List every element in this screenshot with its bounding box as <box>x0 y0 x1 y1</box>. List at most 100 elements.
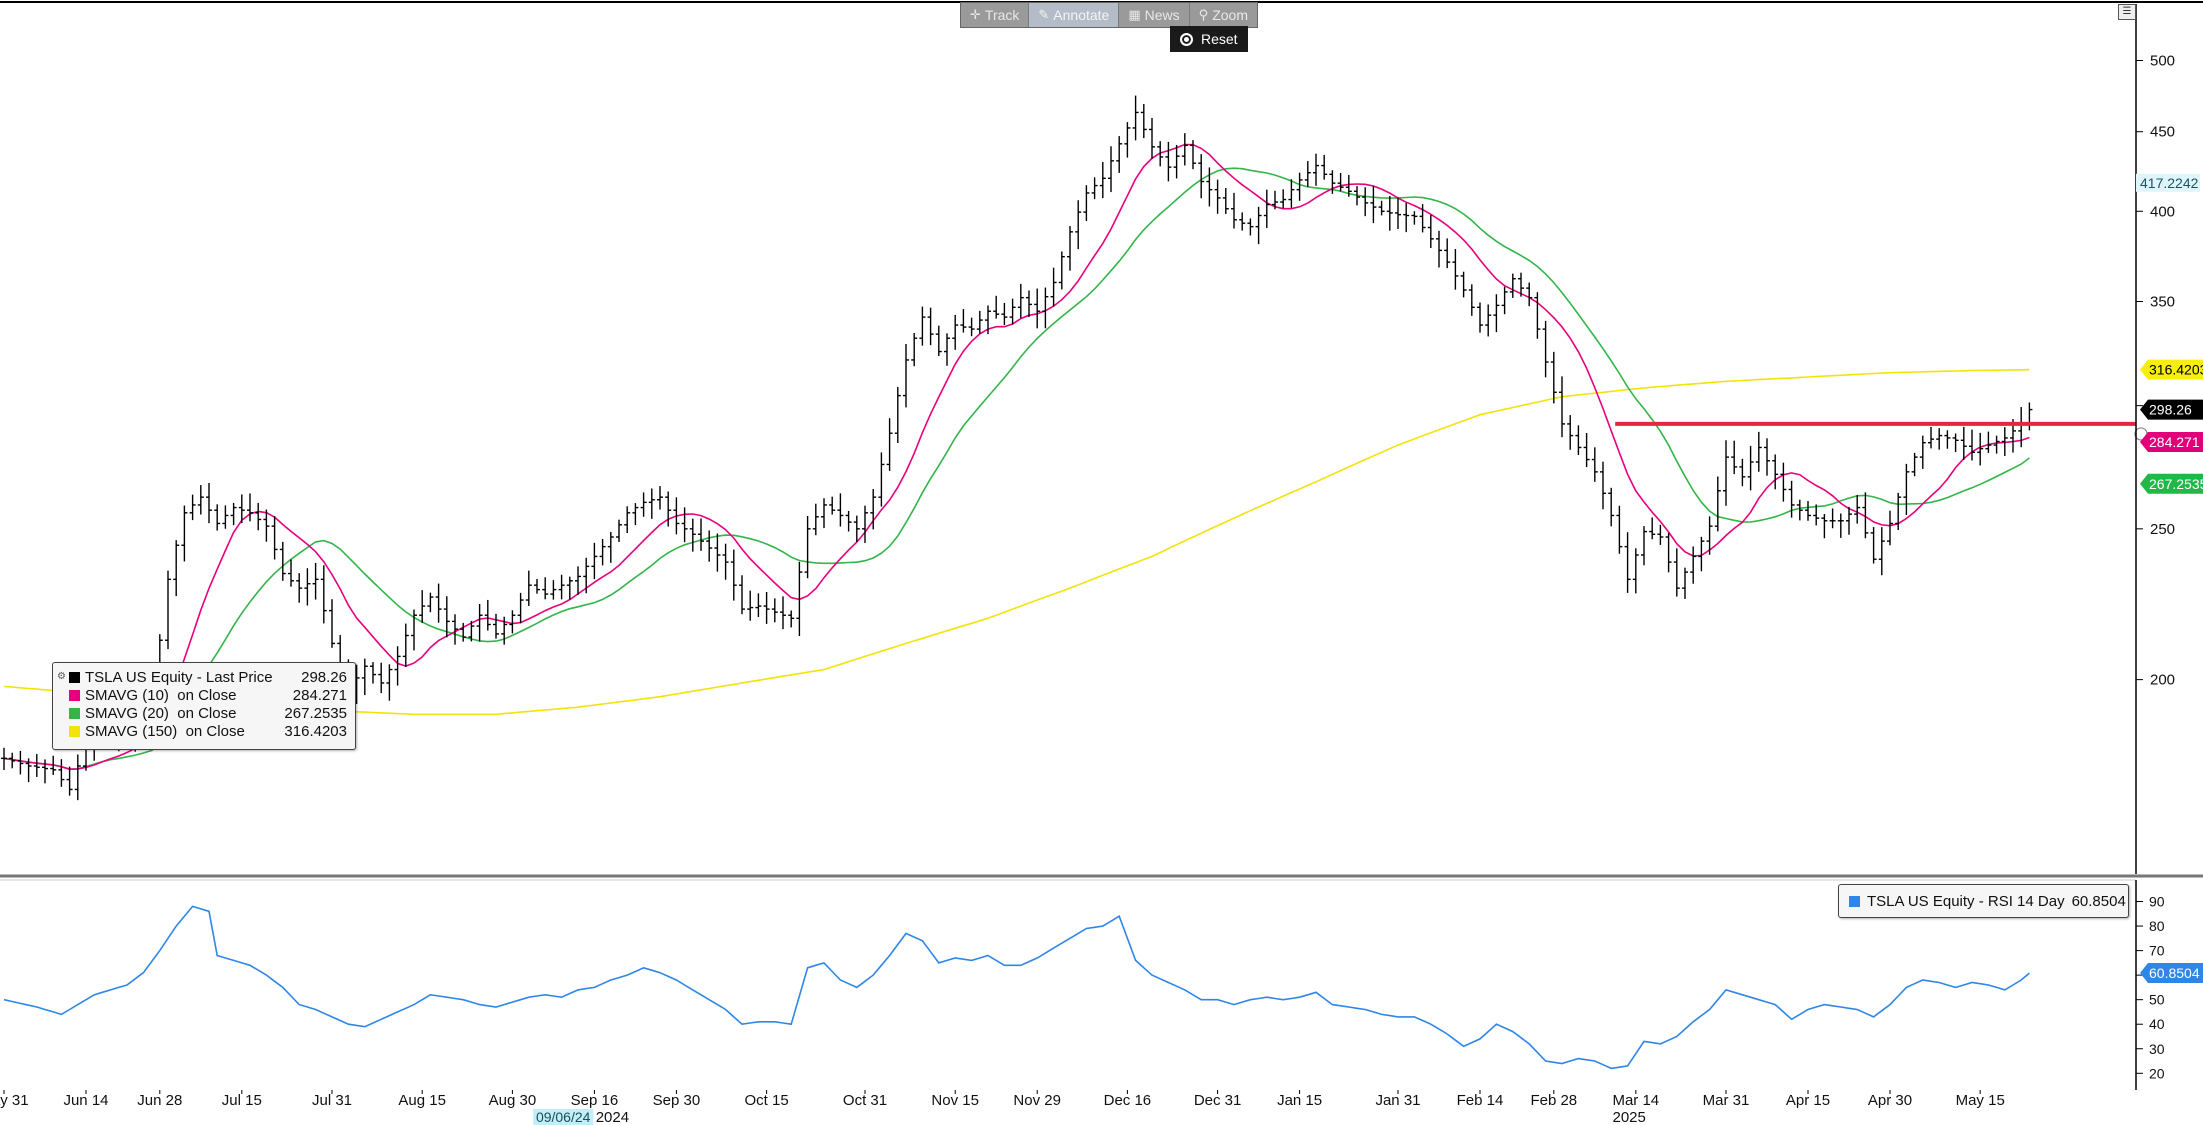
ohlc-bar <box>1862 492 1869 539</box>
ohlc-bar <box>1772 454 1779 490</box>
ohlc-bar <box>1362 187 1369 217</box>
ohlc-bar <box>25 758 32 783</box>
date-tick-label: Jan 31 <box>1375 1092 1420 1109</box>
tag-bg <box>2136 173 2200 192</box>
ohlc-bar <box>1509 273 1516 298</box>
legend-settings-icon[interactable]: ⚙ <box>57 671 66 682</box>
ohlc-bar <box>1214 179 1221 214</box>
ohlc-bar <box>1 747 7 771</box>
ohlc-bar <box>747 590 754 621</box>
date-axis: May 31 Jun 14 Jun 28 Jul 15 Jul 31 Aug 15 Aug … <box>0 1090 2005 1125</box>
ohlc-bar <box>739 575 745 615</box>
ohlc-bar <box>1329 170 1336 194</box>
legend-swatch-price <box>69 672 80 683</box>
reset-label: Reset <box>1201 31 1238 47</box>
price-legend[interactable]: ⚙ TSLA US Equity - Last Price 298.26 SMAV… <box>52 662 356 750</box>
zoom-button[interactable]: ⚲ Zoom <box>1190 3 1257 27</box>
legend-name: SMAVG (20) on Close <box>85 705 237 722</box>
ohlc-bar <box>1206 167 1213 207</box>
ohlc-bar <box>1280 189 1287 209</box>
ohlc-bar <box>1026 290 1032 318</box>
rsi-legend[interactable]: TSLA US Equity - RSI 14 Day 60.8504 <box>1838 884 2129 918</box>
axis-tags-layer: 417.2242 316.4203 298.26 284.271 267.2535 60.… <box>2136 173 2203 984</box>
rsi-tick-label: 20 <box>2149 1065 2165 1081</box>
ohlc-bar <box>1788 480 1795 518</box>
ohlc-bar <box>1813 504 1820 526</box>
ohlc-bar <box>1690 546 1697 584</box>
ohlc-bar <box>706 530 713 562</box>
ohlc-bar <box>903 343 909 408</box>
ohlc-bar <box>591 542 598 580</box>
ohlc-bar <box>493 613 499 639</box>
rsi-layer <box>3 905 2030 1070</box>
ohlc-bar <box>1706 516 1713 555</box>
ohlc-bar <box>9 752 16 769</box>
ohlc-bar <box>1313 153 1319 186</box>
ohlc-bar <box>1780 462 1787 502</box>
ohlc-bar <box>1157 141 1164 167</box>
ohlc-bar <box>1304 161 1311 187</box>
ohlc-bar <box>1911 452 1918 477</box>
ohlc-bar <box>206 483 212 524</box>
ohlc-bar <box>1247 218 1254 236</box>
tag-label: 60.8504 <box>2149 965 2200 981</box>
ohlc-bar <box>1222 187 1229 214</box>
ohlc-bar <box>509 610 516 634</box>
date-tick-label: Mar 31 <box>1703 1092 1750 1109</box>
ohlc-bar <box>1534 292 1541 339</box>
ohlc-bar <box>730 549 737 601</box>
date-tick-label: Jul 15 <box>222 1092 262 1109</box>
legend-swatch-rsi <box>1849 895 1860 907</box>
chart-menu-icon[interactable]: ☰ <box>2118 4 2136 20</box>
legend-name: SMAVG (10) on Close <box>85 687 237 704</box>
ohlc-bar <box>1837 513 1844 538</box>
ohlc-bar <box>968 317 975 337</box>
ohlc-bar <box>1288 179 1295 208</box>
ohlc-bar <box>534 578 540 594</box>
legend-item-sma150: SMAVG (150) on Close 316.4203 <box>69 723 353 741</box>
price-tick-label: 350 <box>2150 293 2175 310</box>
ohlc-bars <box>1 95 2033 801</box>
ohlc-bar <box>1444 238 1451 269</box>
tag-bg <box>2140 963 2203 984</box>
ohlc-bar <box>1624 532 1631 593</box>
ohlc-bar <box>1124 122 1131 158</box>
ohlc-bar <box>657 486 663 510</box>
ohlc-bar <box>443 596 450 638</box>
ohlc-bar <box>1952 433 1959 453</box>
ohlc-bar <box>1559 376 1565 438</box>
tag-bg <box>2140 432 2203 453</box>
legend-value: 267.2535 <box>284 705 347 722</box>
date-tick-label: Sep 16 <box>571 1092 619 1109</box>
ohlc-bar <box>1641 526 1647 566</box>
ohlc-bar <box>1272 190 1278 210</box>
rsi-tick-label: 30 <box>2149 1041 2165 1057</box>
date-tick-label: Apr 15 <box>1786 1092 1830 1109</box>
date-tick-label: Feb 14 <box>1457 1092 1504 1109</box>
annotate-button[interactable]: ✎ Annotate <box>1029 3 1120 27</box>
ohlc-bar <box>394 646 401 686</box>
ohlc-bar <box>1436 230 1442 268</box>
ohlc-bar <box>279 541 286 581</box>
ohlc-bar <box>1116 136 1123 173</box>
ohlc-bar <box>247 493 253 522</box>
date-tick-label: Feb 28 <box>1530 1092 1577 1109</box>
ohlc-bar <box>386 664 393 701</box>
track-button[interactable]: ✛ Track <box>961 3 1030 27</box>
ohlc-bar <box>911 333 918 367</box>
ohlc-bar <box>1501 286 1508 315</box>
tag-label: 316.4203 <box>2149 362 2203 378</box>
ohlc-bar <box>42 759 48 784</box>
ohlc-bar <box>1001 302 1008 325</box>
date-tick-label: Aug 30 <box>489 1092 537 1109</box>
date-tick-label: Mar 14 <box>1612 1092 1659 1109</box>
ohlc-bar <box>763 592 770 624</box>
ohlc-bar <box>1493 294 1500 333</box>
tag-label: 284.271 <box>2149 434 2200 450</box>
ohlc-bar <box>378 662 385 694</box>
reset-button[interactable]: Reset <box>1170 26 1248 52</box>
news-button[interactable]: ▦ News <box>1119 3 1190 27</box>
ohlc-bar <box>1075 200 1082 250</box>
ohlc-bar <box>607 531 614 563</box>
